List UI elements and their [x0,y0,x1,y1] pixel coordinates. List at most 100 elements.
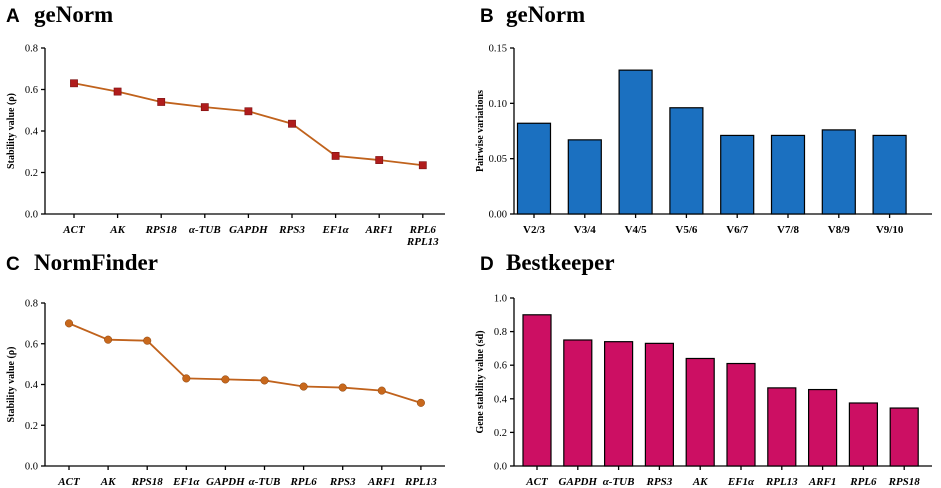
y-tick-label: 0.00 [489,210,507,221]
y-axis-label: Gene stability value (sd) [475,330,486,433]
x-tick-label: AK [109,224,125,236]
y-tick-label: 0.2 [25,168,38,179]
x-tick-label: RPS18 [145,224,178,236]
x-tick-label: RPL13 [404,476,437,488]
y-tick-label: 0.2 [494,428,507,439]
x-tick-label: GAPDH [229,224,268,236]
series-line [73,82,423,167]
x-tick-label: α-TUB [189,224,221,236]
bar [516,122,552,215]
data-point [221,375,230,384]
data-point [104,335,113,344]
x-tick-label: ACT [57,476,81,488]
panel-letter: B [480,6,494,27]
x-tick-label: RPS18 [888,476,921,488]
x-tick-label: V9/10 [876,224,904,236]
bar [644,342,675,467]
x-tick-label: V8/9 [828,224,851,236]
bar [618,69,653,215]
y-tick-label: 0.15 [489,44,507,55]
x-tick-label: ACT [62,224,86,236]
y-tick-label: 0.0 [494,462,507,473]
bar [889,407,919,467]
data-point [377,386,386,395]
bar [821,129,856,215]
panel-letter: D [480,254,494,275]
x-tick-label: AK [100,476,116,488]
panel-c: C NormFinder 0.0 0.2 0.4 0.6 0.8 Stability valu… [6,250,445,488]
x-tick-label: V4/5 [625,224,648,236]
panel-letter: A [6,6,20,27]
x-tick-label: EF1α [321,224,349,236]
y-tick-label: 0.8 [494,327,507,338]
data-point [70,79,78,88]
data-point [375,156,384,164]
y-tick-label: 0.2 [25,421,38,432]
x-tick-label: V3/4 [574,224,597,236]
chart-title: geNorm [34,2,113,27]
data-point [416,398,425,407]
chart-title: NormFinder [34,250,158,275]
chart-title: geNorm [506,2,585,27]
x-tick-label: RPS18 [131,476,164,488]
bar [522,314,552,467]
bar [567,139,602,215]
x-tick-label: ARF1 [367,476,396,488]
bar [807,388,838,467]
data-point [418,161,427,170]
y-tick-label: 0.10 [489,99,507,110]
y-tick-label: 0.4 [494,394,508,405]
bar [767,387,797,467]
x-tick-label: V6/7 [726,224,749,236]
y-tick-label: 0.05 [489,154,507,165]
x-tick-label: ACT [525,476,549,488]
y-tick-label: 0.0 [25,462,38,473]
y-tick-label: 1.0 [494,294,507,305]
data-point [113,87,122,96]
data-point [244,107,253,116]
x-tick-label: RPL6 [849,476,877,488]
bar [669,107,704,215]
data-point [200,103,209,112]
data-point [331,152,340,160]
y-tick-label: 0.6 [25,85,38,96]
y-axis-label: Stability value (ρ) [6,93,17,169]
x-tick-label: GAPDH [206,476,245,488]
x-tick-label: ARF1 [364,224,393,236]
x-tick-label: ARF1 [808,476,837,488]
data-point [288,119,296,128]
y-axis-label: Stability value (ρ) [6,347,17,423]
x-tick-label: RPL13 [765,476,798,488]
data-point [338,383,347,392]
y-tick-label: 0.6 [494,361,507,372]
x-tick-label: RPS3 [329,476,356,488]
bar [872,134,907,215]
x-tick-label: α-TUB [249,476,281,488]
x-tick-label: EF1α [727,476,755,488]
y-tick-label: 0.8 [25,44,38,55]
x-tick-label: RPS3 [646,476,673,488]
y-tick-label: 0.4 [25,380,39,391]
x-tick-label: V5/6 [675,224,698,236]
y-tick-label: 0.6 [25,339,38,350]
bar [603,341,634,467]
data-point [299,382,308,391]
chart-title: Bestkeeper [506,250,615,275]
y-tick-label: 0.0 [25,210,38,221]
y-axis-label: Pairwise variations [475,90,486,172]
y-tick-label: 0.4 [25,127,39,138]
data-point [143,336,152,345]
bar [726,362,756,467]
x-tick-label: RPL6 RPL13 [406,224,439,248]
bar [848,402,879,467]
panel-letter: C [6,254,20,275]
data-point [157,98,166,106]
x-tick-label: V2/3 [523,224,546,236]
bar [770,134,806,215]
x-tick-label: RPL6 [289,476,317,488]
x-tick-label: GAPDH [559,476,598,488]
data-point [260,376,269,385]
